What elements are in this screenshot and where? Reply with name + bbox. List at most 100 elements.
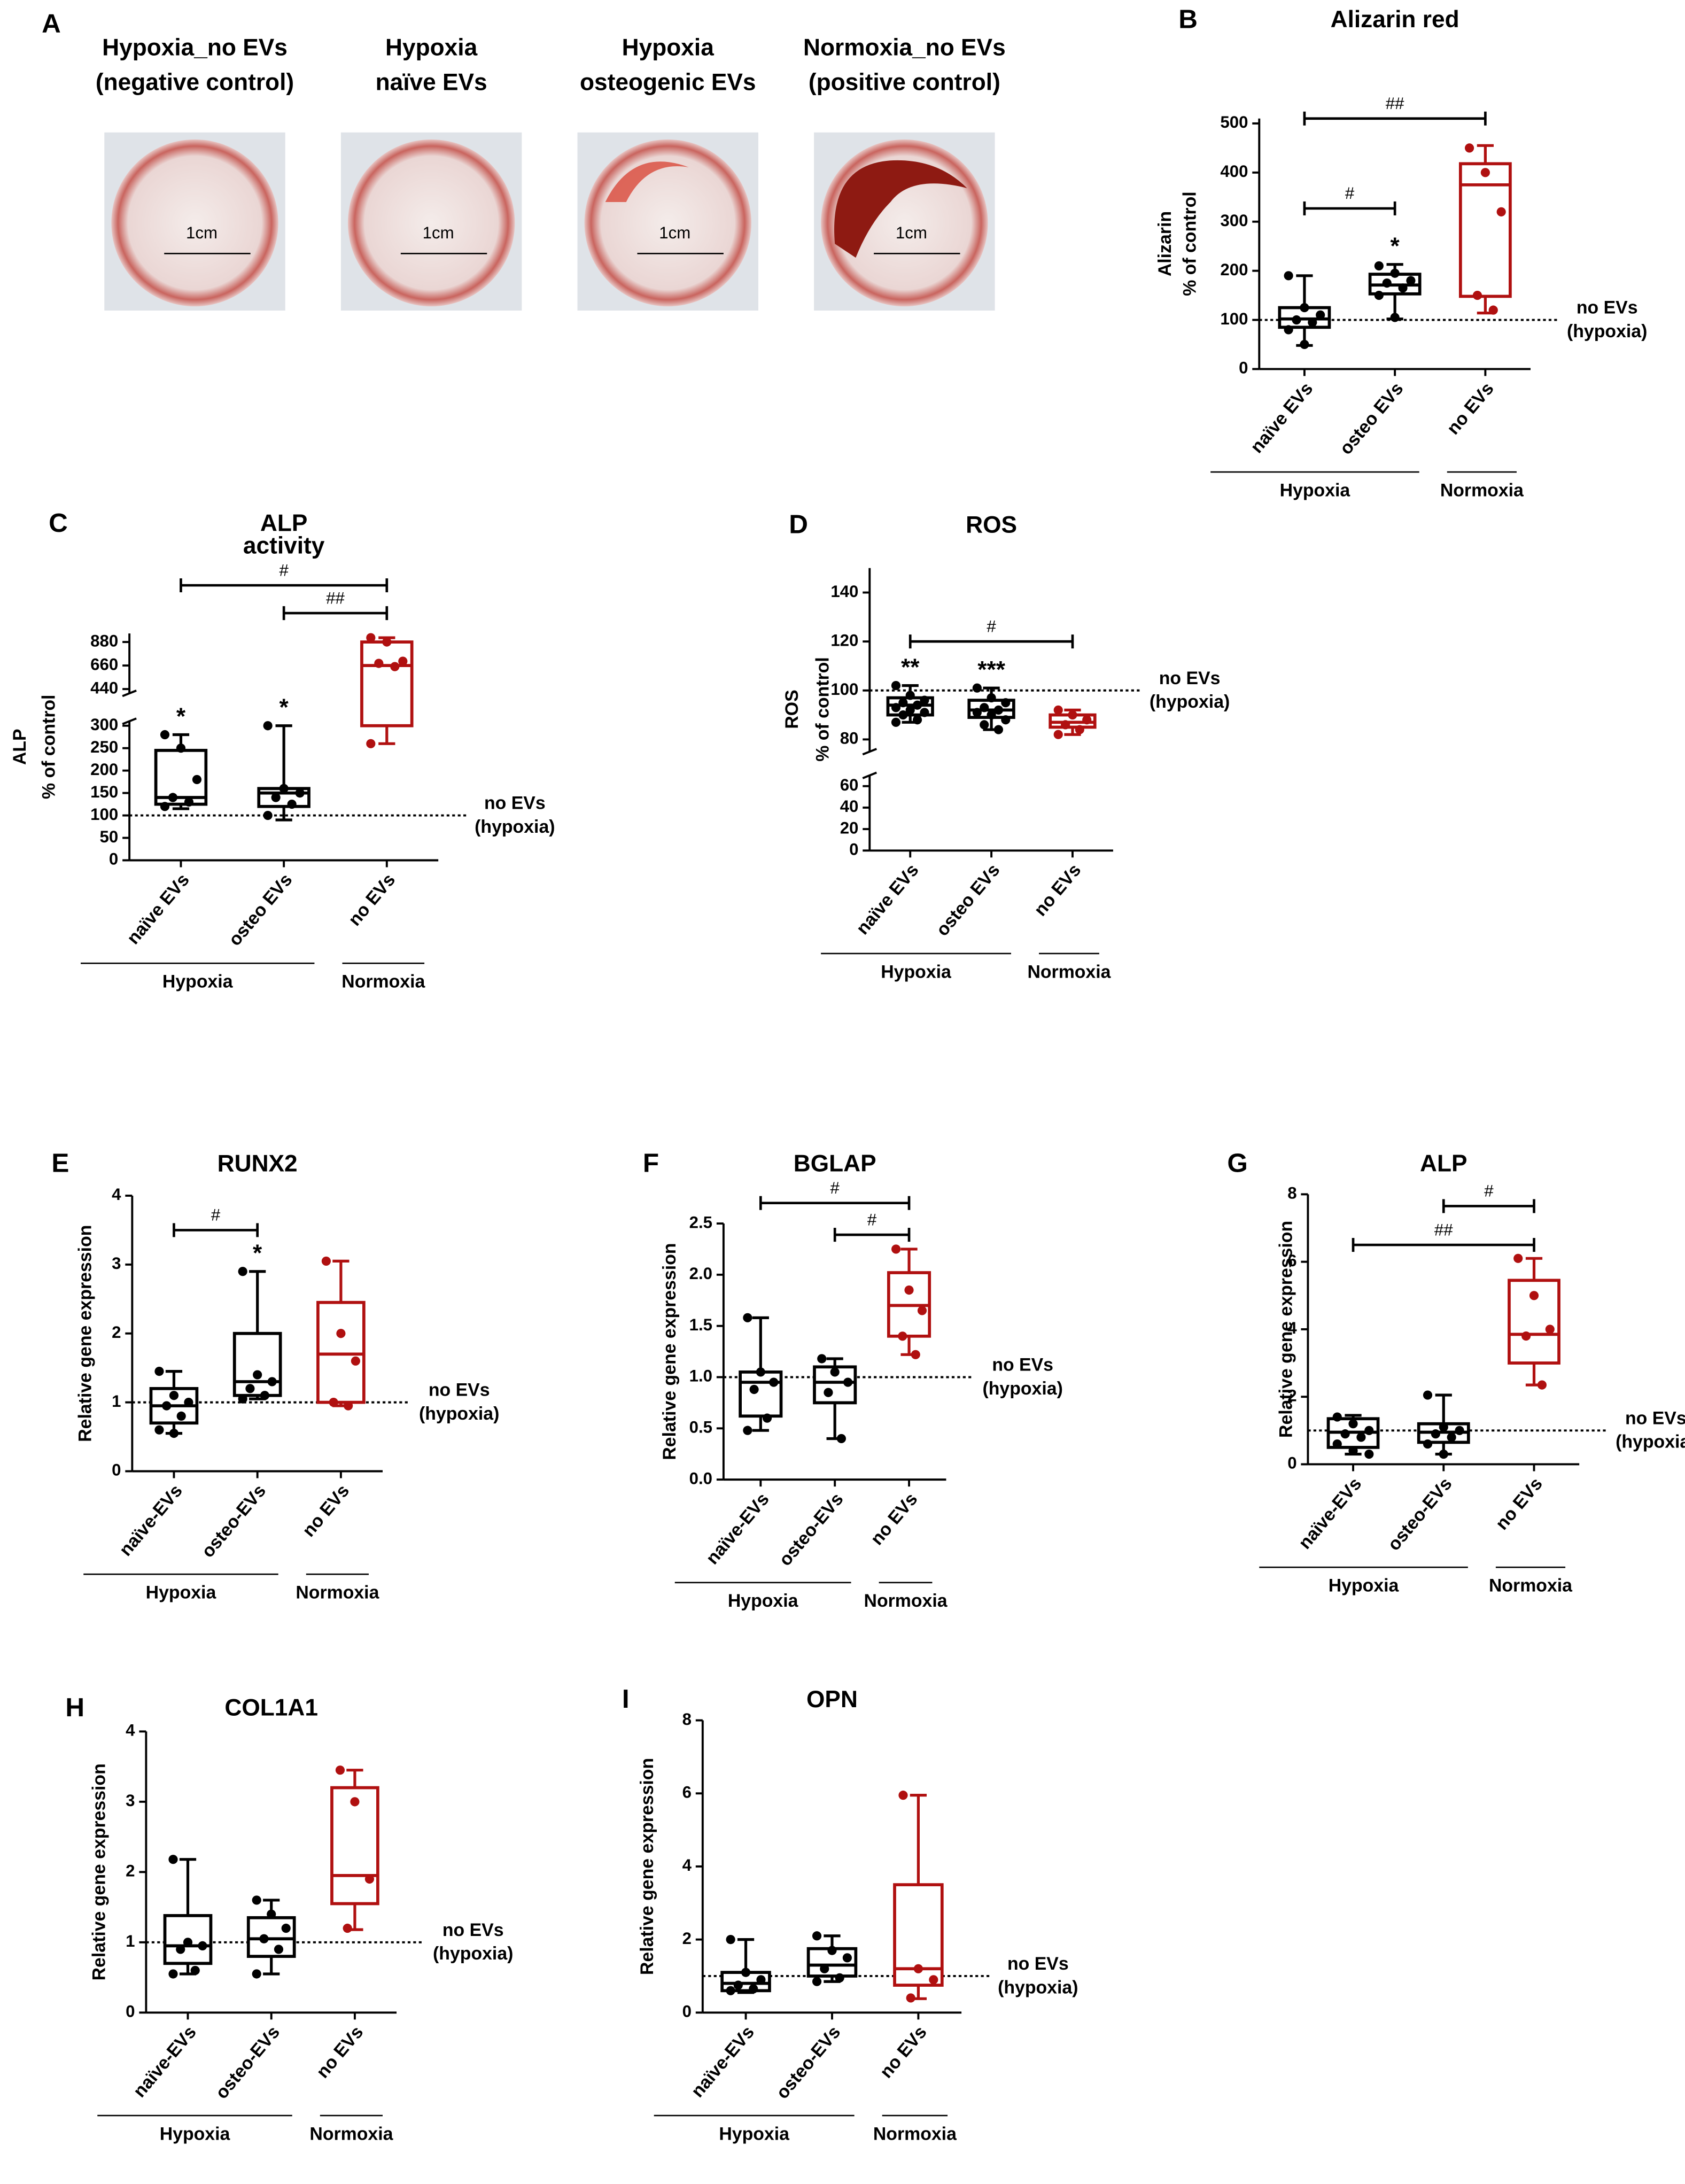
panel-label: H [65,1693,84,1722]
data-point [176,1411,186,1421]
group-label: Normoxia [1027,962,1111,982]
y-tick-label: 6 [1287,1251,1296,1270]
chart-panel: I OPN Relative gene expression 0 2 4 6 8 no EVs (… [622,1684,1078,2144]
data-point [891,717,901,727]
panel-label: I [622,1684,630,1714]
y-tick-label: 1 [126,1932,135,1950]
y-axis-label: Alizarin [1155,211,1175,276]
data-point [336,1329,346,1338]
bracket-label: ## [1434,1220,1453,1239]
bracket-label: # [211,1206,221,1225]
data-point [917,1306,927,1315]
data-point [762,1413,772,1423]
data-point [271,793,281,802]
y-tick-label: 0 [112,1461,121,1480]
data-point [1455,1426,1464,1435]
data-point [980,720,989,730]
data-point [1284,271,1293,281]
bracket-label: # [279,561,289,579]
y-tick-label: 4 [682,1856,692,1875]
x-tick-label: osteo-EVs [212,2022,284,2103]
group-label: Hypoxia [146,1583,217,1603]
data-point [1053,705,1063,715]
data-point [1390,268,1400,278]
axis-break [122,690,137,698]
data-point [154,1425,164,1435]
panel-label: A [42,9,61,38]
box [232,1331,282,1397]
scale-label: 1cm [659,223,690,242]
data-point [1001,715,1011,725]
data-point [911,1350,920,1359]
data-point [1439,1449,1448,1459]
data-point [824,1388,833,1397]
data-point [1308,317,1317,327]
data-point [1300,339,1309,350]
scale-label: 1cm [896,223,927,242]
data-point [1332,1439,1342,1449]
y-tick-label: 2 [682,1929,692,1948]
data-point [168,1969,178,1979]
data-point [350,1797,360,1807]
y-tick-label: 8 [1287,1184,1296,1203]
scale-label: 1cm [423,223,454,242]
group-label: Hypoxia [162,972,234,992]
data-point [993,725,1004,734]
y-tick-label: 100 [90,805,118,824]
data-point [168,1855,178,1864]
data-point [1356,1432,1366,1442]
significance-star: * [1391,233,1400,259]
data-point [176,1945,185,1954]
x-tick-label: no EVs [344,870,399,930]
data-point [733,1980,743,1990]
x-tick-label: naïve EVs [852,860,923,939]
reference-label: (hypoxia) [1150,692,1230,712]
panel-label: G [1227,1149,1247,1178]
data-point [905,705,915,715]
chart-title: OPN [806,1686,858,1713]
reference-label: no EVs [1577,298,1638,318]
significance-star: *** [977,657,1005,683]
data-point [238,1267,247,1276]
y-tick-label: 2 [112,1323,121,1342]
chart-title: COL1A1 [224,1694,318,1721]
y-tick-label: 880 [90,631,118,650]
mineral-deposit [834,160,967,258]
data-point [364,1874,375,1884]
panel-label: F [643,1149,659,1178]
x-tick-label: osteo-EVs [1384,1474,1456,1554]
x-tick-label: no EVs [298,1481,353,1540]
data-point [1316,310,1325,320]
data-point [267,1909,276,1919]
well-title: Hypoxia [385,34,478,60]
data-point [1423,1390,1433,1400]
well [111,139,278,307]
bracket-label: # [987,617,996,636]
y-tick-label: 6 [682,1783,692,1801]
data-point [1406,276,1416,285]
y-tick-label: 300 [1220,211,1248,230]
group-label: Normoxia [296,1583,379,1603]
y-axis-label: Relative gene expression [75,1225,95,1442]
group-label: Hypoxia [719,2124,790,2144]
well-title: Hypoxia_no EVs [102,34,288,60]
reference-label: (hypoxia) [475,817,555,837]
data-point [835,1973,844,1982]
data-point [1348,1446,1358,1455]
reference-label: no EVs [429,1380,490,1400]
data-point [1001,698,1011,708]
bracket-label: ## [1386,94,1404,113]
data-point [987,693,996,703]
chart-title: RUNX2 [218,1150,298,1176]
data-point [1465,143,1474,153]
group-label: Hypoxia [728,1591,799,1611]
reference-label: (hypoxia) [1567,321,1647,342]
data-point [743,1313,752,1322]
x-tick-label: naïve-EVs [115,1481,187,1560]
x-tick-label: naïve EVs [123,870,193,948]
well-title: Hypoxia [622,34,715,60]
box [739,1370,783,1418]
data-point [920,695,929,705]
reference-label: no EVs [484,793,546,814]
data-point [827,1946,837,1955]
